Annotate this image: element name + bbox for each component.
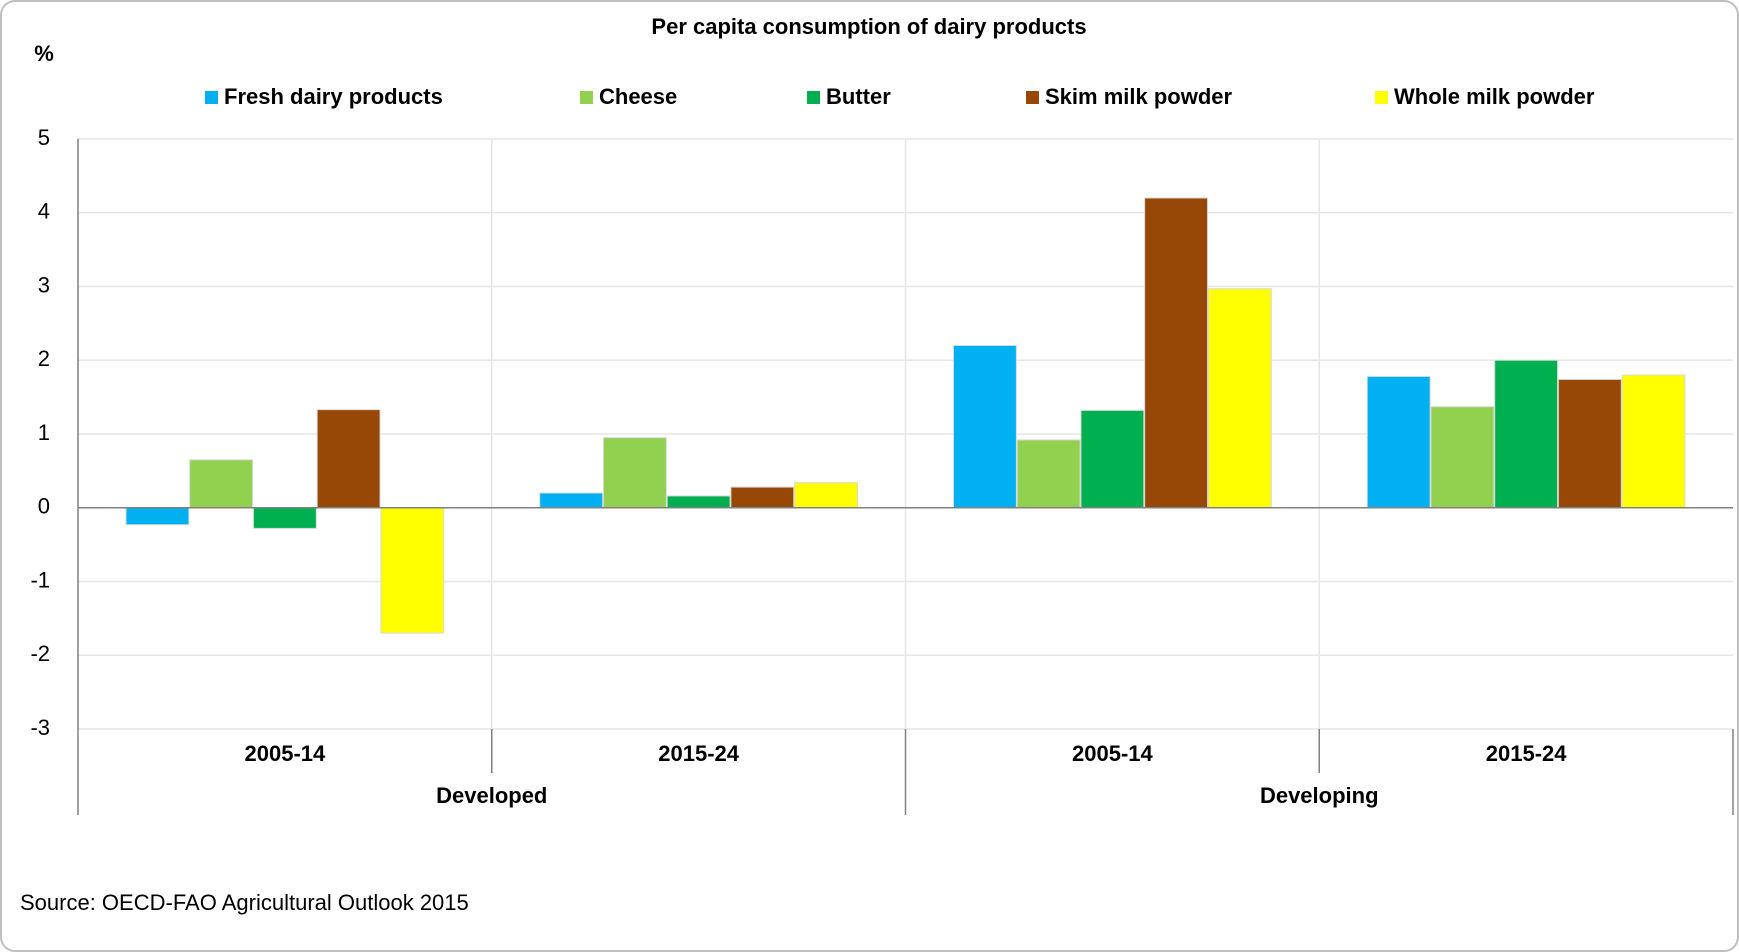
bar (1494, 359, 1559, 509)
x-tick-label: 2015-24 (1486, 741, 1568, 766)
bar (1016, 439, 1081, 509)
y-tick-label: -3 (30, 715, 50, 740)
y-tick-label: -2 (30, 641, 50, 666)
bar (1621, 374, 1686, 509)
chart-title: Per capita consumption of dairy products (651, 14, 1086, 39)
x-tick-label: 2015-24 (658, 741, 740, 766)
legend-label: Cheese (599, 84, 677, 109)
legend-label: Fresh dairy products (224, 84, 443, 109)
group-label: Developed (436, 783, 547, 808)
x-tick-label: 2005-14 (1072, 741, 1154, 766)
y-tick-label: 1 (38, 420, 50, 445)
y-tick-label: -1 (30, 567, 50, 592)
bar (1557, 378, 1622, 509)
legend-swatch (807, 91, 820, 104)
legend-swatch (1375, 91, 1388, 104)
bar (794, 482, 859, 509)
y-tick-label: 4 (38, 199, 50, 224)
bar (252, 507, 317, 529)
y-tick-label: 5 (38, 125, 50, 150)
bar (730, 486, 795, 509)
bar (1430, 406, 1495, 509)
bar (380, 507, 445, 634)
bar (666, 495, 731, 509)
legend-label: Butter (826, 84, 891, 109)
bar (952, 345, 1017, 509)
legend-swatch (205, 91, 218, 104)
bar (1366, 375, 1431, 509)
y-axis-label: % (34, 41, 54, 66)
legend-swatch (1026, 91, 1039, 104)
group-label: Developing (1260, 783, 1379, 808)
bar (125, 507, 190, 526)
bar (189, 459, 254, 509)
source: Source: OECD-FAO Agricultural Outlook 20… (20, 890, 469, 915)
bar (1207, 288, 1272, 509)
legend-label: Whole milk powder (1394, 84, 1595, 109)
bar (1080, 409, 1145, 509)
bar (1144, 197, 1209, 509)
y-tick-label: 0 (38, 494, 50, 519)
x-tick-label: 2005-14 (245, 741, 327, 766)
legend-swatch (580, 91, 593, 104)
legend-label: Skim milk powder (1045, 84, 1232, 109)
bar (539, 492, 604, 509)
y-tick-label: 3 (38, 272, 50, 297)
y-tick-label: 2 (38, 346, 50, 371)
bar (316, 409, 381, 509)
bar (602, 437, 667, 509)
